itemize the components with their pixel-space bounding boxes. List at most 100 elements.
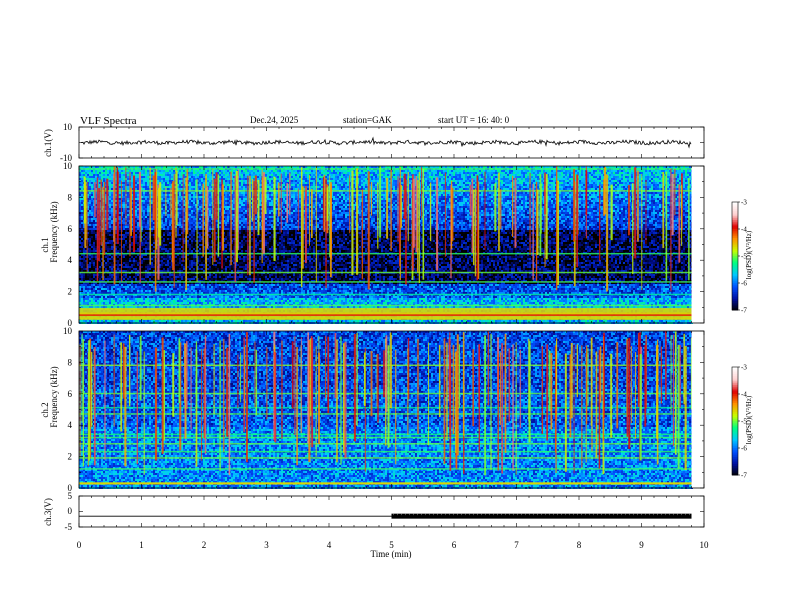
spectrogram-cell: [123, 264, 125, 266]
spectrogram-cell: [103, 180, 105, 182]
spectrogram-cell: [119, 232, 121, 234]
spectrogram-cell: [107, 274, 109, 276]
spectrogram-cell: [107, 284, 109, 286]
spectrogram-cell: [89, 214, 91, 216]
spectrogram-cell: [117, 306, 119, 308]
spectrogram-cell: [107, 236, 109, 238]
spectrogram-cell: [81, 226, 83, 228]
spectrogram-cell: [95, 306, 97, 308]
spectrogram-cell: [131, 246, 133, 248]
ch1-ytick-top: 10: [63, 122, 73, 132]
spectrogram-cell: [123, 250, 125, 252]
spectrogram-cell: [105, 238, 107, 240]
spectrogram-cell: [123, 230, 125, 232]
spectrogram-cell: [125, 302, 127, 304]
spectrogram-cell: [119, 172, 121, 174]
spectrogram-cell: [119, 246, 121, 248]
spectrogram-cell: [133, 296, 135, 298]
spectrogram-cell: [111, 228, 113, 230]
spectrogram-cell: [123, 290, 125, 292]
spectrogram-cell: [131, 306, 133, 308]
spectrogram-cell: [93, 232, 95, 234]
spectrogram-cell: [91, 214, 93, 216]
spectrogram-cell: [123, 284, 125, 286]
spectrogram-cell: [93, 264, 95, 266]
spectrogram-cell: [89, 290, 91, 292]
spectrogram-cell: [81, 208, 83, 210]
spectrogram-cell: [123, 240, 125, 242]
spectrogram-cell: [127, 170, 129, 172]
spectrogram-cell: [119, 274, 121, 276]
spectrogram-cell: [129, 262, 131, 264]
spectrogram-cell: [89, 198, 91, 200]
spectrogram-cell: [93, 228, 95, 230]
spectrogram-cell: [119, 178, 121, 180]
spectrogram-cell: [95, 244, 97, 246]
spectrogram-cell: [83, 262, 85, 264]
station-label: station=GAK: [343, 115, 392, 125]
spectrogram-cell: [89, 234, 91, 236]
spectrogram-cell: [121, 172, 123, 174]
spectrogram-cell: [113, 290, 115, 292]
spectrogram-cell: [93, 174, 95, 176]
spectrogram-cell: [127, 242, 129, 244]
spectrogram-cell: [119, 170, 121, 172]
spectrogram-cell: [119, 288, 121, 290]
spectrogram-cell: [119, 296, 121, 298]
spectrogram-cell: [109, 244, 111, 246]
spectrogram-cell: [95, 224, 97, 226]
spectrogram-cell: [133, 302, 135, 304]
spectrogram-cell: [99, 320, 101, 322]
spectrogram-cell: [113, 302, 115, 304]
spectrogram-cell: [119, 202, 121, 204]
spectrogram-cell: [121, 286, 123, 288]
spectrogram-cell: [83, 286, 85, 288]
spectrogram-cell: [107, 270, 109, 272]
spectrogram-cell: [127, 200, 129, 202]
spectrogram-cell: [95, 250, 97, 252]
spectrogram-cell: [105, 284, 107, 286]
spectrogram-cell: [91, 212, 93, 214]
spectrogram-cell: [81, 214, 83, 216]
spectrogram-cell: [119, 302, 121, 304]
spectrogram-cell: [89, 196, 91, 198]
spectrogram-cell: [119, 264, 121, 266]
start-time-label: start UT = 16: 40: 0: [438, 115, 510, 125]
spectrogram-cell: [127, 250, 129, 252]
spectrogram-cell: [135, 182, 137, 184]
spectrogram-cell: [119, 320, 121, 322]
spectrogram-cell: [115, 296, 117, 298]
spectrogram-cell: [111, 278, 113, 280]
spectrogram-cell: [81, 258, 83, 260]
spectrogram-cell: [135, 194, 137, 196]
spectrogram-cell: [119, 270, 121, 272]
spectrogram-cell: [119, 298, 121, 300]
spectrogram-cell: [111, 188, 113, 190]
spectrogram-cell: [127, 238, 129, 240]
spectrogram-cell: [85, 286, 87, 288]
spectrogram-cell: [83, 274, 85, 276]
spectrogram-cell: [95, 218, 97, 220]
spectrogram-cell: [91, 246, 93, 248]
spectrogram-cell: [91, 238, 93, 240]
spectrogram-cell: [91, 216, 93, 218]
spectrogram-cell: [123, 202, 125, 204]
spectrogram-cell: [123, 296, 125, 298]
spectrogram-cell: [133, 260, 135, 262]
spectrogram-cell: [111, 300, 113, 302]
spectrogram-cell: [105, 172, 107, 174]
spectrogram-cell: [133, 290, 135, 292]
spectrogram-cell: [87, 288, 89, 290]
spectrogram-cell: [117, 250, 119, 252]
date-label: Dec.24, 2025: [250, 115, 299, 125]
spectrogram-cell: [109, 182, 111, 184]
spectrogram-cell: [95, 220, 97, 222]
spectrogram-cell: [123, 180, 125, 182]
spectrogram-cell: [83, 258, 85, 260]
spectrogram-cell: [111, 248, 113, 250]
spectrogram-cell: [127, 218, 129, 220]
spectrogram-cell: [85, 306, 87, 308]
spectrogram-cell: [135, 226, 137, 228]
spectrogram-cell: [89, 260, 91, 262]
